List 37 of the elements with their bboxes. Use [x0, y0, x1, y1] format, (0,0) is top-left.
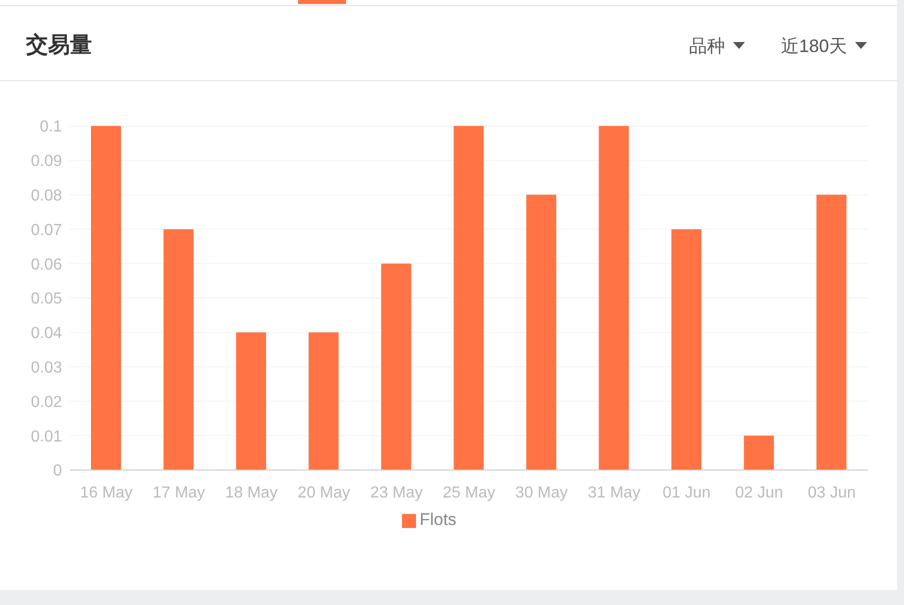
bar — [308, 332, 339, 470]
y-tick-label: 0.07 — [30, 222, 62, 239]
x-tick-label: 23 May — [370, 484, 423, 502]
y-tick-label: 0.05 — [30, 290, 62, 308]
bar — [598, 126, 629, 470]
bar — [91, 126, 121, 470]
x-tick-label: 31 May — [588, 484, 640, 502]
legend-label: Flots — [420, 510, 456, 529]
bar — [164, 229, 194, 470]
text: 品种 — [688, 35, 726, 58]
bar — [236, 332, 266, 470]
bar — [454, 126, 484, 470]
bar — [671, 229, 702, 470]
bar — [526, 194, 556, 470]
bar — [381, 264, 412, 470]
bar — [744, 436, 774, 470]
chart-title: 交易量 — [26, 31, 92, 59]
y-tick-label: 0.06 — [30, 256, 62, 274]
y-tick-label: 0.02 — [30, 394, 62, 411]
x-tick-label: 16 May — [80, 484, 133, 502]
x-tick-label: 25 May — [442, 484, 496, 502]
x-tick-label: 01 Jun — [662, 484, 711, 502]
y-tick-label: 0.1 — [40, 118, 62, 136]
text: 近180天 — [780, 35, 848, 58]
x-tick-label: 02 Jun — [735, 484, 784, 502]
y-tick-label: 0 — [53, 462, 62, 480]
y-tick-label: 0.03 — [30, 359, 62, 376]
x-tick-label: 30 May — [515, 484, 568, 502]
x-tick-label: 17 May — [152, 484, 206, 502]
x-tick-label: 03 Jun — [808, 484, 856, 502]
y-tick-label: 0.01 — [30, 428, 62, 446]
y-tick-label: 0.08 — [30, 187, 62, 204]
y-tick-label: 0.04 — [30, 325, 62, 342]
x-tick-label: 20 May — [298, 484, 350, 502]
y-tick-label: 0.09 — [30, 153, 62, 170]
x-tick-label: 18 May — [225, 484, 278, 502]
bar — [816, 194, 846, 470]
